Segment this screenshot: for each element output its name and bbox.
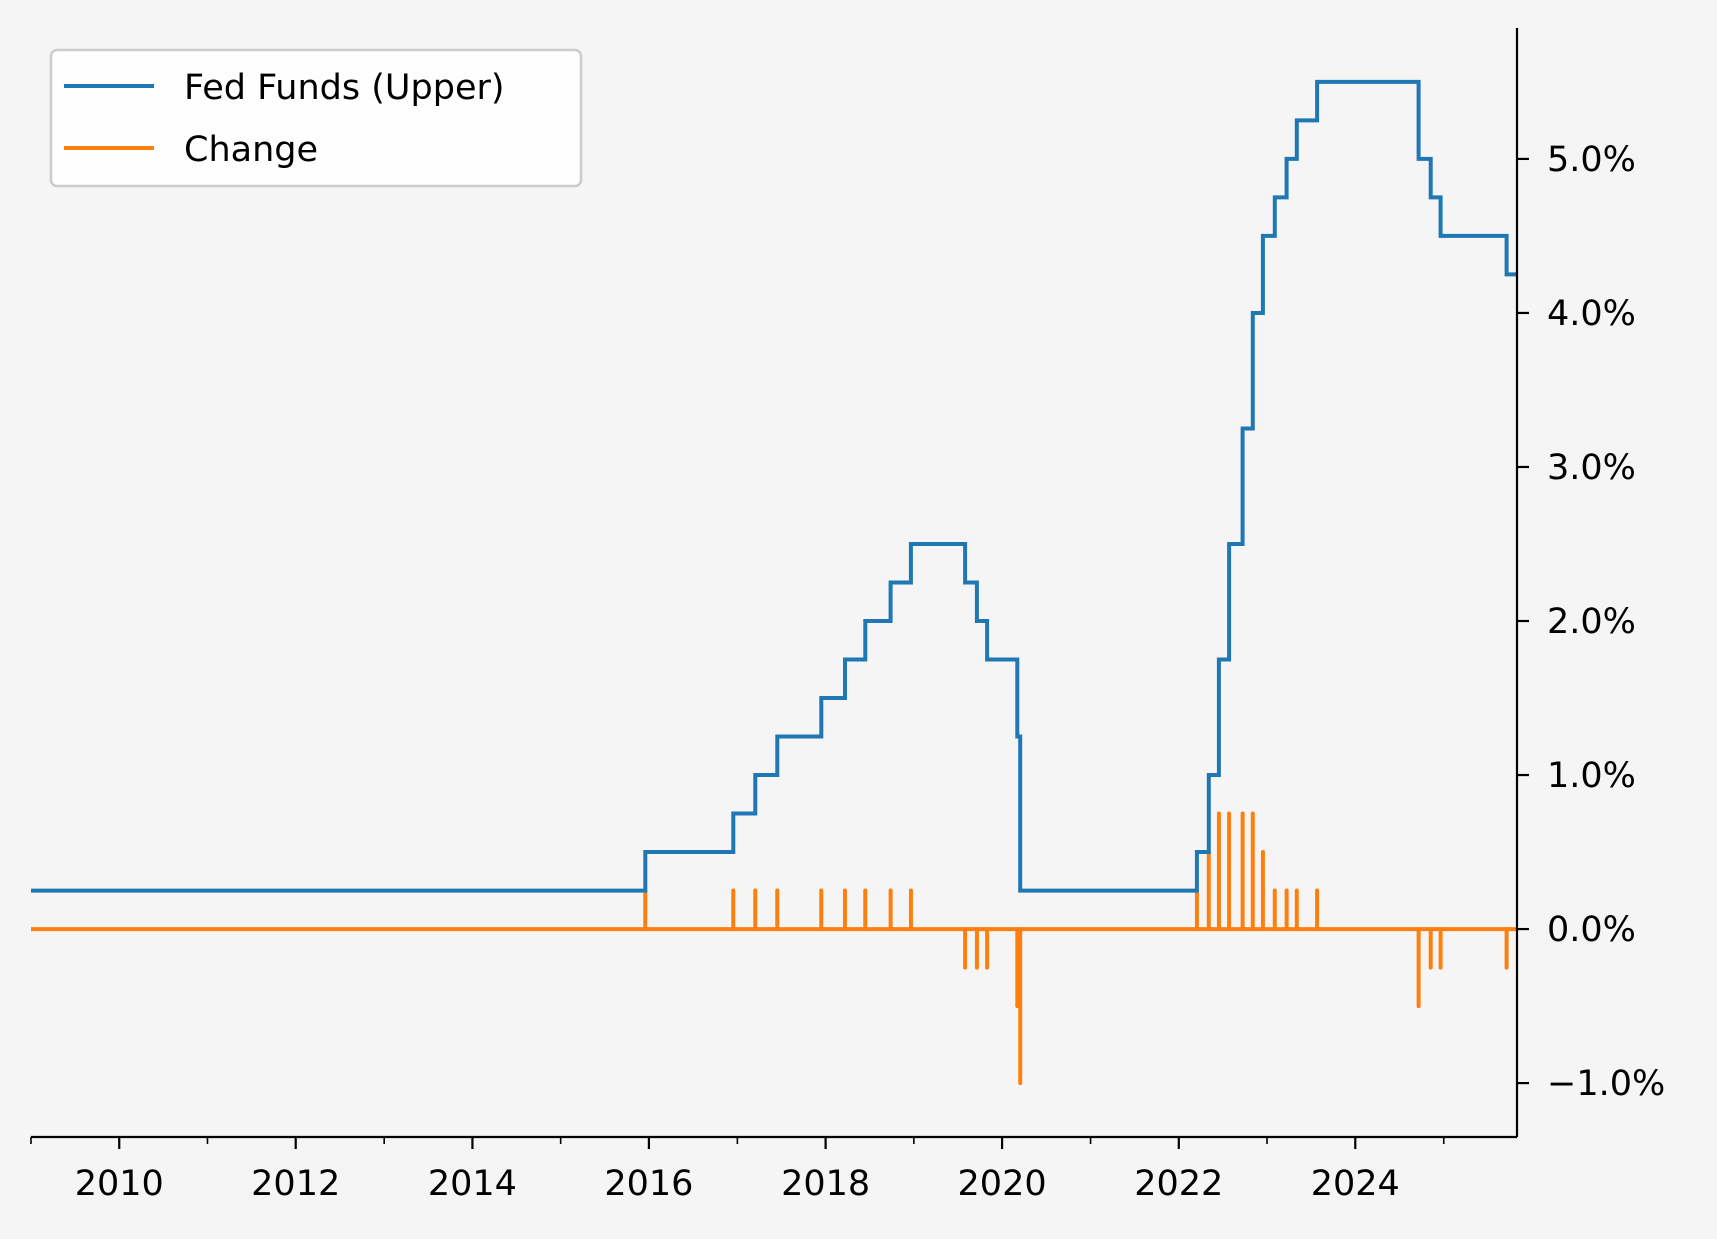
x-tick-label: 2010 [75, 1164, 164, 1204]
x-tick-label: 2016 [604, 1164, 693, 1204]
legend-label-change: Change [184, 130, 318, 170]
series-layer [31, 79, 1517, 1086]
x-tick-label: 2022 [1134, 1164, 1223, 1204]
x-tick-label: 2020 [958, 1164, 1047, 1204]
x-tick-label: 2018 [781, 1164, 870, 1204]
legend-label-fed-funds: Fed Funds (Upper) [184, 68, 505, 108]
fed-funds-line [31, 79, 1517, 893]
y-tick-label: 2.0% [1547, 602, 1636, 642]
x-tick-label: 2024 [1311, 1164, 1400, 1204]
y-tick-label: 5.0% [1547, 140, 1636, 180]
x-tick-label: 2012 [251, 1164, 340, 1204]
y-tick-label: 3.0% [1547, 448, 1636, 488]
y-tick-label: 0.0% [1547, 910, 1636, 950]
axes-layer: 2010 2012 2014 2016 2018 2020 2022 2024 −1.0% 0.0… [30, 28, 1665, 1204]
legend: Fed Funds (Upper) Change [49, 48, 583, 188]
x-tick-label: 2014 [428, 1164, 517, 1204]
y-tick-label: −1.0% [1547, 1064, 1665, 1104]
y-tick-label: 1.0% [1547, 756, 1636, 796]
y-tick-label: 4.0% [1547, 294, 1636, 334]
legend-box [49, 48, 583, 188]
